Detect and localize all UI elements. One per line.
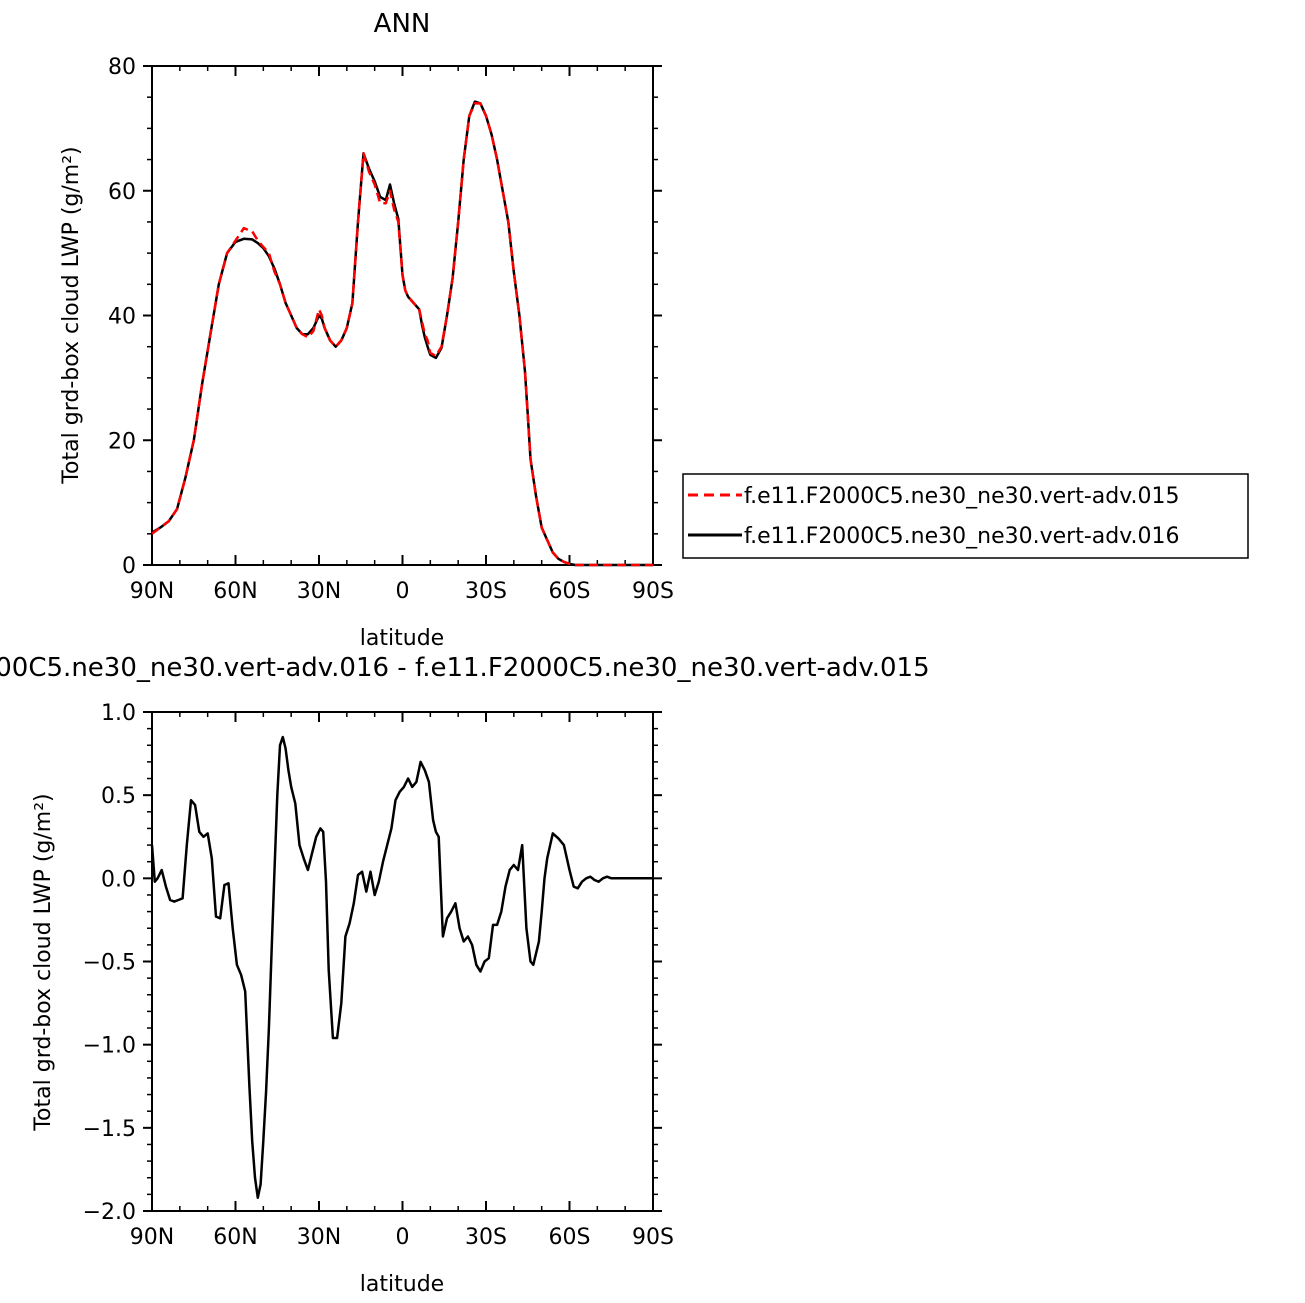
bottom-x-axis-label: latitude bbox=[360, 1272, 444, 1297]
bottom-y-tick-label: −0.5 bbox=[83, 951, 136, 976]
legend-label-series-1: f.e11.F2000C5.ne30_ne30.vert-adv.015 bbox=[744, 484, 1180, 509]
top-x-tick-label: 60S bbox=[549, 579, 591, 604]
bottom-y-tick-label: 0.5 bbox=[101, 784, 136, 809]
top-legend: f.e11.F2000C5.ne30_ne30.vert-adv.015 f.e… bbox=[682, 473, 1249, 559]
top-x-tick-label: 0 bbox=[396, 579, 410, 604]
bottom-x-tick-label: 60S bbox=[549, 1225, 591, 1250]
top-y-tick-label: 20 bbox=[108, 429, 136, 454]
top-y-tick-label: 0 bbox=[122, 554, 136, 579]
bottom-y-axis-label: Total grd-box cloud LWP (g/m²) bbox=[31, 793, 56, 1131]
top-panel: ANN latitude Total grd-box cloud LWP (g/… bbox=[59, 9, 1249, 651]
legend-frame bbox=[682, 473, 1249, 559]
top-x-tick-label: 90S bbox=[632, 579, 674, 604]
top-plot-area: 90N 60N 30N 0 30S 60S 90S 0 20 40 60 80 bbox=[108, 55, 674, 604]
top-x-axis-label: latitude bbox=[360, 626, 444, 651]
top-x-tick-label: 90N bbox=[130, 579, 174, 604]
top-y-tick-label: 40 bbox=[108, 305, 136, 330]
bottom-x-tick-label: 0 bbox=[396, 1225, 410, 1250]
top-chart-title: ANN bbox=[374, 9, 431, 39]
bottom-plot-area: 90N 60N 30N 0 30S 60S 90S −2.0 −1.5 −1.0 −0.5 0.0 0.… bbox=[83, 701, 674, 1250]
bottom-x-tick-label: 60N bbox=[213, 1225, 257, 1250]
top-plot-frame bbox=[151, 65, 654, 566]
bottom-y-tick-label: 0.0 bbox=[101, 867, 136, 892]
legend-label-series-2: f.e11.F2000C5.ne30_ne30.vert-adv.016 bbox=[744, 524, 1180, 549]
bottom-x-tick-label: 30S bbox=[465, 1225, 507, 1250]
top-y-axis-label: Total grd-box cloud LWP (g/m²) bbox=[59, 146, 84, 484]
top-x-tick-label: 30N bbox=[297, 579, 341, 604]
top-series-line-1 bbox=[151, 102, 653, 567]
bottom-y-tick-label: −2.0 bbox=[83, 1200, 136, 1225]
bottom-x-tick-label: 30N bbox=[297, 1225, 341, 1250]
top-y-tick-label: 80 bbox=[108, 55, 136, 80]
bottom-series-line-1 bbox=[150, 735, 653, 1199]
bottom-panel: f.e11.F2000C5.ne30_ne30.vert-adv.016 - f… bbox=[0, 653, 930, 1297]
top-y-tick-label: 60 bbox=[108, 180, 136, 205]
bottom-x-tick-label: 90N bbox=[130, 1225, 174, 1250]
top-series-line-2 bbox=[151, 100, 653, 567]
bottom-chart-title: f.e11.F2000C5.ne30_ne30.vert-adv.016 - f… bbox=[0, 653, 930, 683]
bottom-y-tick-label: −1.5 bbox=[83, 1117, 136, 1142]
top-x-tick-label: 60N bbox=[213, 579, 257, 604]
bottom-y-tick-label: −1.0 bbox=[83, 1034, 136, 1059]
top-x-tick-label: 30S bbox=[465, 579, 507, 604]
bottom-y-tick-label: 1.0 bbox=[101, 701, 136, 726]
bottom-x-tick-label: 90S bbox=[632, 1225, 674, 1250]
